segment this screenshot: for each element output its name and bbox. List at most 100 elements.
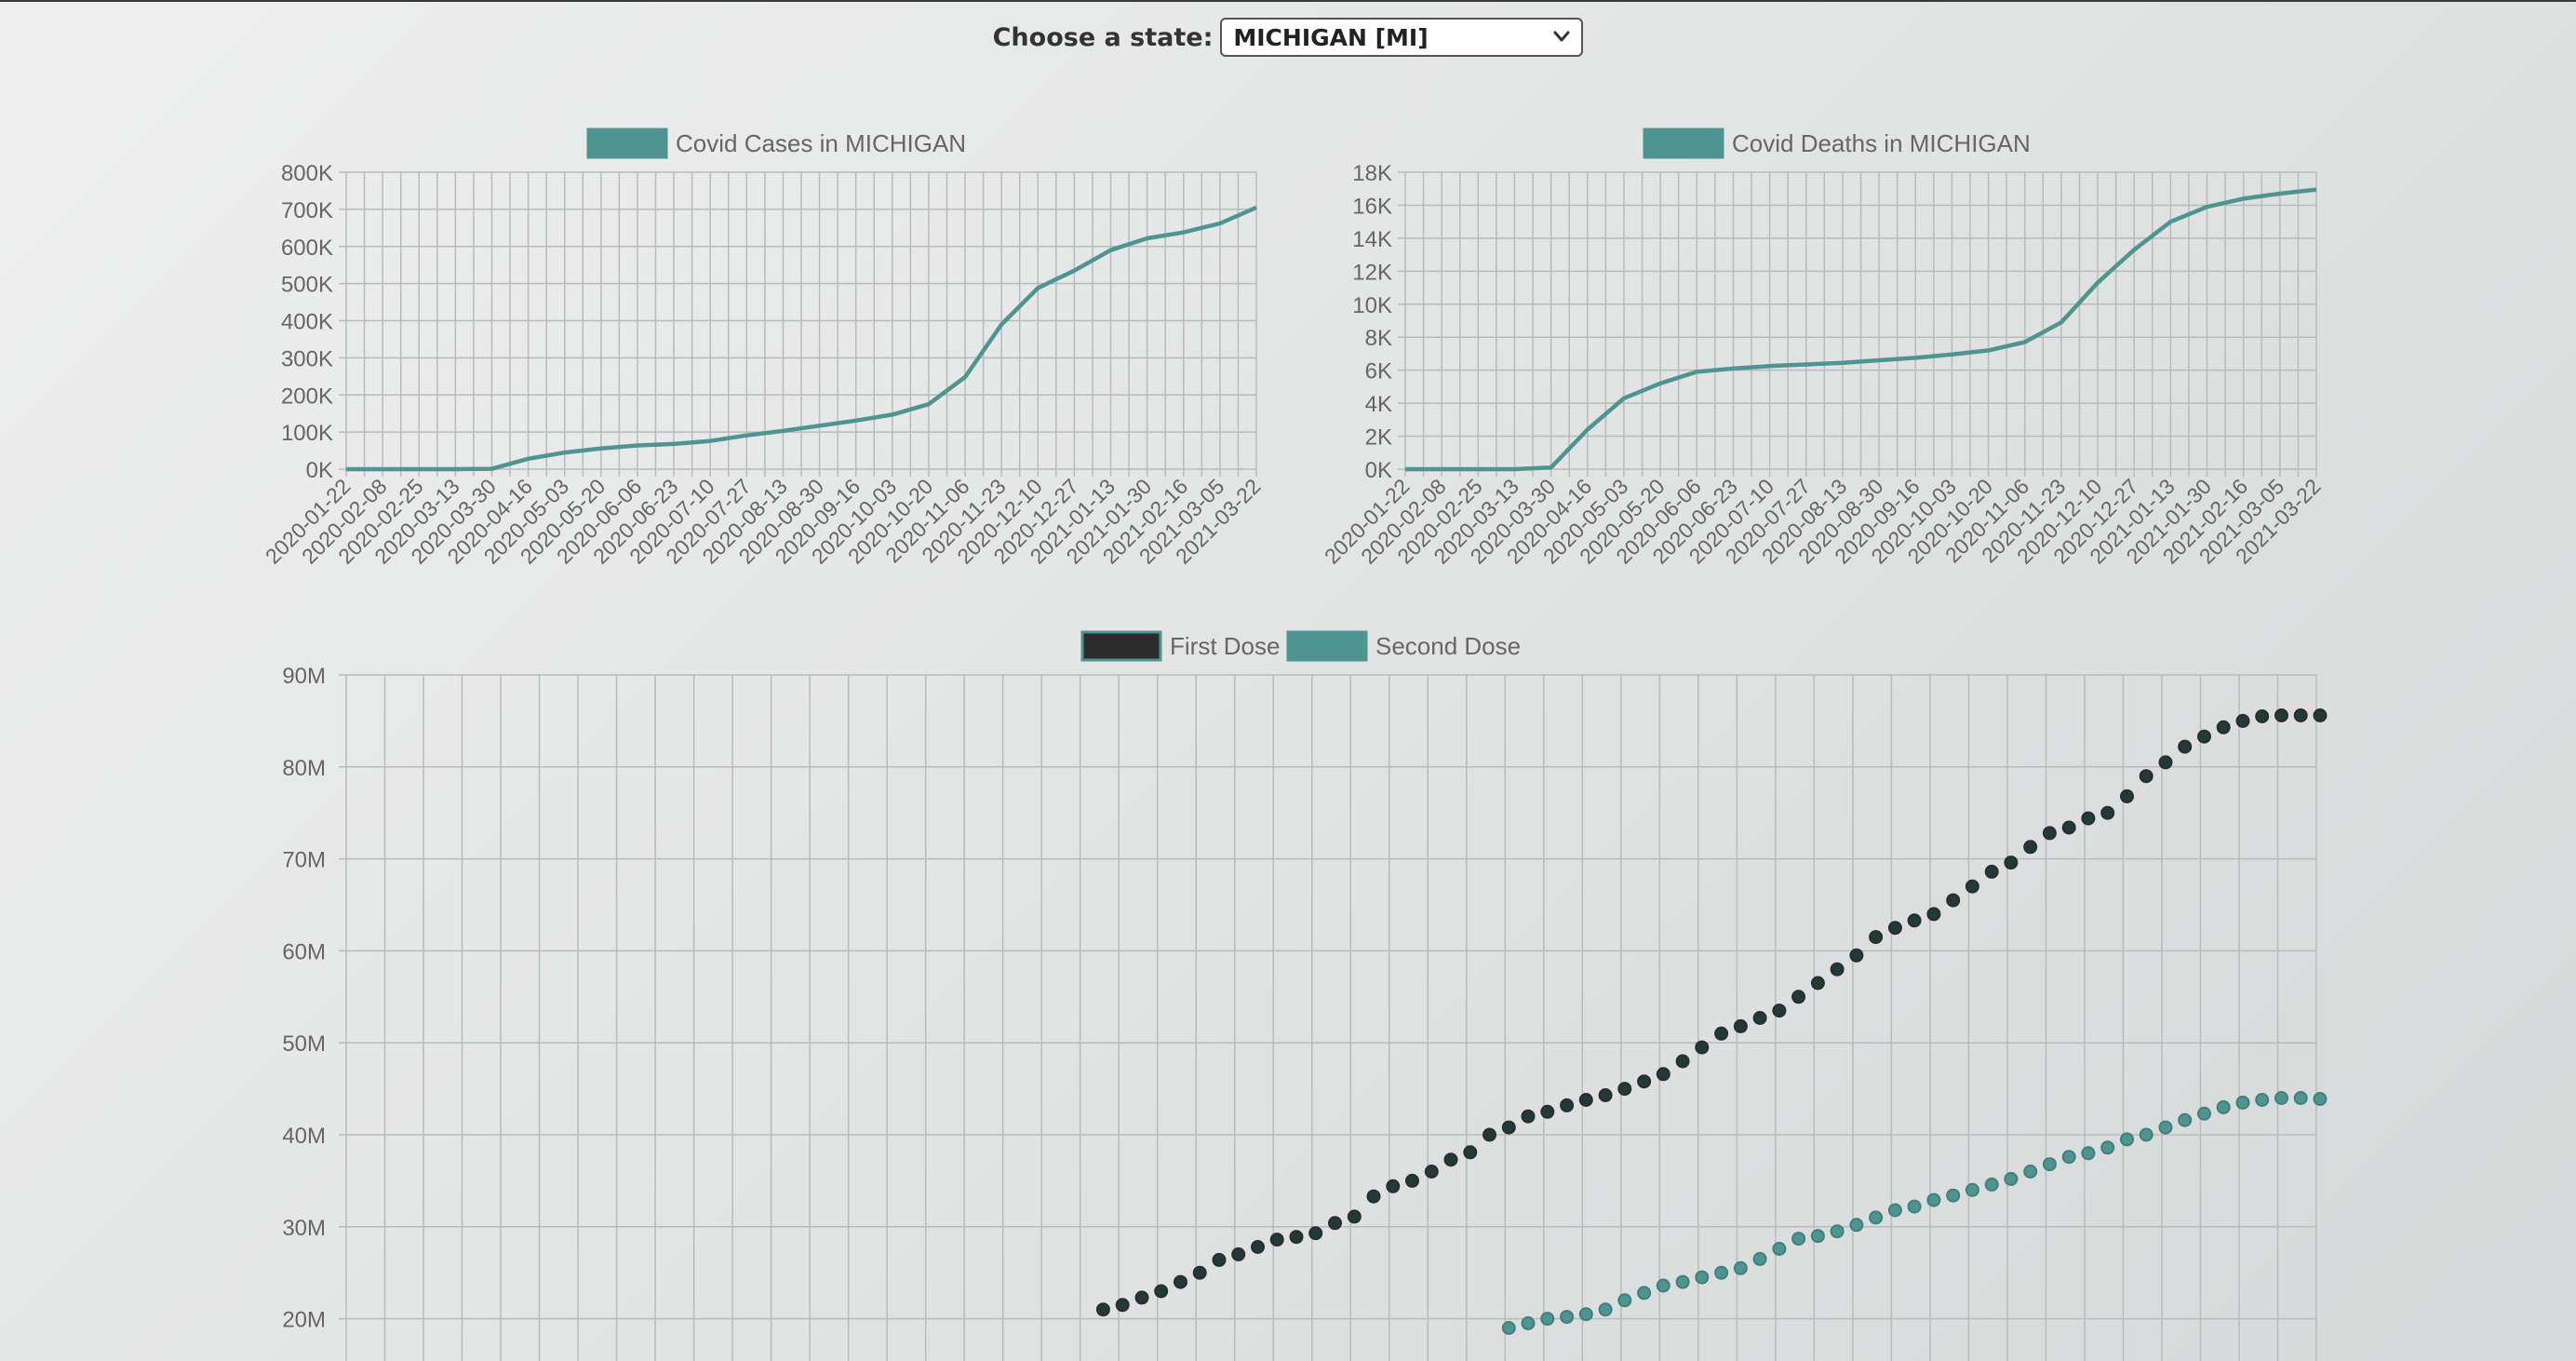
cases-y-tick-label: 800K [281, 161, 333, 186]
first-dose-point [1463, 1145, 1478, 1160]
second-dose-point [2197, 1106, 2211, 1121]
doses-y-tick-label: 90M [282, 664, 326, 689]
first-dose-point [2100, 805, 2115, 820]
second-dose-point [1887, 1203, 1902, 1218]
cases-y-tick-label: 500K [281, 273, 333, 298]
first-dose-point [1946, 893, 1961, 908]
second-dose-legend-swatch [1286, 630, 1368, 662]
first-dose-point [1733, 1018, 1748, 1033]
deaths-y-tick-label: 0K [1365, 458, 1392, 483]
second-dose-point [1521, 1316, 1536, 1330]
deaths-y-tick-label: 2K [1365, 425, 1392, 451]
first-dose-point [2158, 755, 2173, 770]
first-dose-point [1192, 1265, 1207, 1280]
second-dose-point [2100, 1140, 2115, 1155]
first-dose-point [1251, 1240, 1265, 1254]
first-dose-point [1617, 1082, 1632, 1097]
first-dose-point [1540, 1104, 1555, 1119]
second-dose-point [2255, 1093, 2270, 1107]
first-dose-point [1308, 1226, 1323, 1241]
first-dose-point [1869, 930, 1884, 945]
second-dose-point [1501, 1321, 1516, 1335]
second-dose-point [2293, 1091, 2308, 1105]
first-dose-point [1212, 1252, 1227, 1267]
first-dose-point [1328, 1216, 1342, 1231]
first-dose-point [1695, 1040, 1710, 1055]
second-dose-point [2120, 1132, 2134, 1147]
first-dose-point [1424, 1165, 1439, 1179]
first-dose-point [2178, 739, 2193, 754]
first-dose-legend-swatch [1080, 630, 1162, 662]
deaths-y-tick-label: 6K [1365, 359, 1392, 384]
state-select-wrapper[interactable]: MICHIGAN [MI] [1220, 18, 1584, 57]
second-dose-point [1656, 1278, 1670, 1293]
first-dose-legend-label: First Dose [1170, 632, 1280, 660]
cases-series-line [346, 205, 1257, 472]
deaths-y-tick-label: 4K [1365, 392, 1392, 417]
second-dose-point [1810, 1229, 1825, 1244]
deaths-legend-label: Covid Deaths in MICHIGAN [1732, 129, 2031, 157]
first-dose-point [2120, 788, 2134, 803]
cases-y-tick-label: 200K [281, 384, 333, 409]
cases-y-tick-label: 300K [281, 346, 333, 371]
cases-y-tick-label: 400K [281, 310, 333, 335]
deaths-legend-swatch [1643, 128, 1724, 159]
first-dose-point [1269, 1233, 1284, 1247]
state-picker: Choose a state: MICHIGAN [MI] [0, 17, 2576, 58]
first-dose-point [1926, 907, 1941, 922]
second-dose-point [2274, 1091, 2288, 1105]
state-picker-label: Choose a state: [992, 22, 1214, 52]
first-dose-point [1231, 1246, 1246, 1261]
first-dose-point [2139, 769, 2153, 784]
doses-y-tick-label: 70M [282, 848, 326, 873]
first-dose-point [1598, 1088, 1613, 1102]
first-dose-point [1154, 1284, 1169, 1299]
first-dose-point [1810, 976, 1825, 990]
first-dose-point [1752, 1011, 1767, 1025]
second-dose-point [1791, 1232, 1806, 1246]
first-dose-point [2313, 708, 2328, 722]
second-dose-point [1752, 1251, 1767, 1266]
doses-y-tick-label: 80M [282, 756, 326, 781]
deaths-y-tick-label: 14K [1352, 227, 1392, 252]
top-border [0, 0, 2576, 2]
second-dose-point [1849, 1218, 1864, 1233]
first-dose-point [1560, 1098, 1575, 1112]
first-dose-point [1849, 948, 1864, 963]
second-dose-point [1675, 1274, 1690, 1289]
second-dose-point [1540, 1312, 1555, 1327]
state-select[interactable]: MICHIGAN [MI] [1220, 18, 1584, 57]
first-dose-point [1637, 1074, 1652, 1089]
cases-legend-label: Covid Cases in MICHIGAN [676, 129, 966, 157]
deaths-y-tick-label: 8K [1365, 326, 1392, 351]
first-dose-point [1386, 1179, 1401, 1193]
second-dose-point [2158, 1120, 2173, 1135]
first-dose-point [2004, 856, 2019, 870]
first-dose-point [1405, 1173, 1419, 1188]
first-dose-point [1347, 1209, 1362, 1224]
first-dose-point [1095, 1302, 1110, 1317]
second-dose-point [1965, 1182, 1979, 1197]
doses-y-tick-label: 60M [282, 939, 326, 964]
second-dose-point [2061, 1150, 2076, 1165]
cases-y-tick-label: 600K [281, 236, 333, 261]
doses-y-tick-label: 40M [282, 1124, 326, 1149]
first-dose-point [2081, 811, 2096, 826]
second-dose-point [1984, 1177, 1999, 1192]
doses-y-tick-label: 20M [282, 1308, 326, 1333]
second-dose-point [2139, 1127, 2153, 1142]
first-dose-point [1907, 913, 1922, 928]
first-dose-point [1887, 921, 1902, 936]
second-dose-point [2004, 1171, 2019, 1186]
first-dose-point [1965, 879, 1979, 894]
deaths-series-line [1405, 187, 2317, 472]
second-dose-point [2042, 1157, 2057, 1172]
first-dose-point [1443, 1152, 1458, 1167]
first-dose-point [2293, 708, 2308, 722]
cases-y-tick-label: 0K [306, 458, 333, 483]
cases-legend-swatch [586, 128, 668, 159]
second-dose-point [1714, 1265, 1729, 1280]
first-dose-point [1578, 1093, 1593, 1107]
second-dose-point [1926, 1193, 1941, 1207]
